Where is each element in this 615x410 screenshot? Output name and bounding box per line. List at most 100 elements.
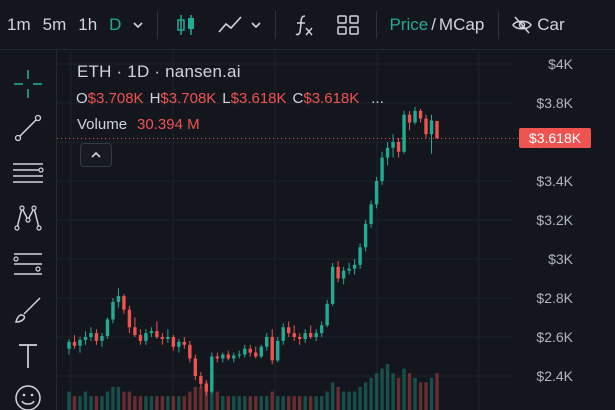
volume-bar — [67, 391, 71, 410]
candle-body — [314, 333, 318, 337]
chevron-up-icon — [91, 151, 101, 158]
candle-body — [319, 325, 324, 334]
candle-body — [160, 337, 165, 339]
toolbar-divider — [275, 10, 277, 39]
candle-body — [276, 340, 280, 361]
candle-body — [243, 348, 247, 355]
volume-bar — [122, 391, 126, 410]
volume-bar — [226, 396, 230, 410]
candle-body — [83, 337, 88, 340]
candle-body — [292, 333, 296, 337]
timeframe-d[interactable]: D — [109, 14, 122, 34]
candle-body — [133, 327, 137, 336]
emoji-icon[interactable] — [12, 382, 44, 410]
chevron-down-icon[interactable] — [131, 18, 145, 32]
candle-body — [138, 335, 143, 341]
toolbar-divider — [157, 10, 159, 39]
mcap-option[interactable]: MCap — [438, 14, 485, 34]
volume-bar — [325, 391, 329, 410]
candle-body — [182, 341, 187, 345]
candle-body — [352, 264, 357, 269]
volume-bar — [297, 396, 302, 410]
chevron-down-icon[interactable] — [249, 18, 263, 32]
volume-bar — [358, 387, 362, 410]
volume-bar — [199, 387, 203, 410]
volume-bar — [254, 396, 258, 410]
volume-bar — [83, 391, 88, 410]
volume-bar — [308, 396, 313, 410]
fib-retracement-icon[interactable] — [12, 158, 44, 190]
more-icon[interactable]: ... — [371, 90, 384, 107]
brush-icon[interactable] — [12, 294, 44, 326]
candle-body — [286, 327, 291, 334]
volume-bar — [347, 391, 351, 410]
candle-body — [396, 142, 401, 152]
candle-body — [72, 341, 77, 346]
trend-line-icon[interactable] — [12, 112, 44, 144]
close-value: $3.618K — [303, 90, 360, 107]
candle-body — [111, 301, 115, 320]
volume-bar — [418, 382, 423, 410]
candle-body — [418, 110, 423, 119]
last-price-tag: $3.618K — [519, 128, 591, 149]
hide-toggle-label: Car — [537, 14, 565, 34]
volume-bar — [144, 396, 148, 410]
price-option[interactable]: Price — [389, 14, 429, 34]
function-fx-icon[interactable] — [291, 12, 317, 38]
candle-body — [188, 344, 192, 359]
chart-legend: ETH · 1D · nansen.ai — [77, 62, 241, 82]
volume-bar — [248, 396, 252, 410]
candle-body — [100, 336, 104, 341]
top-toolbar: 1m 5m 1h D — [0, 0, 615, 50]
pattern-tool-icon[interactable] — [12, 202, 44, 234]
candle-body — [347, 268, 351, 271]
symbol-title[interactable]: ETH · 1D · nansen.ai — [77, 62, 241, 81]
volume-bar — [237, 396, 241, 410]
hide-toggle[interactable]: Car — [511, 14, 565, 36]
volume-value: 30.394 M — [137, 116, 200, 133]
volume-bar — [402, 368, 406, 410]
volume-bar — [396, 377, 401, 410]
open-label: O — [76, 90, 88, 107]
volume-bar — [413, 377, 417, 410]
price-chart[interactable]: $4K$3.8K$3.6K$3.4K$3.2K$3K$2.8K$2.6K$2.4… — [57, 50, 615, 410]
volume-bar — [182, 396, 187, 410]
chart-canvas[interactable] — [57, 50, 615, 410]
candle-body — [265, 337, 269, 347]
volume-bar — [265, 396, 269, 410]
candle-body — [424, 118, 428, 135]
indicators-line-icon[interactable] — [217, 12, 243, 38]
volume-bar — [270, 391, 274, 410]
candle-body — [407, 114, 412, 123]
volume-bar — [352, 391, 357, 410]
timeframe-5m[interactable]: 5m — [42, 14, 67, 34]
text-tool-icon[interactable] — [12, 340, 44, 372]
volume-bar — [72, 396, 77, 410]
timeframe-1m[interactable]: 1m — [7, 14, 31, 34]
volume-bar — [319, 396, 324, 410]
volume-bar — [171, 396, 176, 410]
collapse-legend-button[interactable] — [80, 143, 112, 167]
timeframe-1h[interactable]: 1h — [78, 14, 98, 34]
layout-grid-icon[interactable] — [335, 12, 361, 38]
projection-tool-icon[interactable] — [12, 248, 44, 280]
volume-bar — [303, 396, 307, 410]
candle-body — [369, 204, 373, 224]
candle-body — [248, 348, 252, 353]
candle-body — [127, 309, 132, 328]
volume-legend: Volume 30.394 M — [77, 116, 200, 133]
volume-bar — [336, 387, 340, 410]
candle-body — [144, 333, 148, 341]
high-value: $3.708K — [160, 90, 217, 107]
candle-body — [281, 327, 285, 341]
candle-body — [177, 341, 181, 347]
candle-body — [402, 114, 406, 152]
volume-bar — [155, 396, 159, 410]
candles-chart-type-icon[interactable] — [173, 12, 199, 38]
candle-body — [204, 383, 209, 392]
crosshair-icon[interactable] — [12, 68, 44, 100]
candle-body — [166, 337, 170, 339]
volume-bar — [193, 387, 198, 410]
price-mcap-toggle[interactable]: Price / MCap — [389, 15, 484, 35]
candle-body — [199, 376, 203, 384]
